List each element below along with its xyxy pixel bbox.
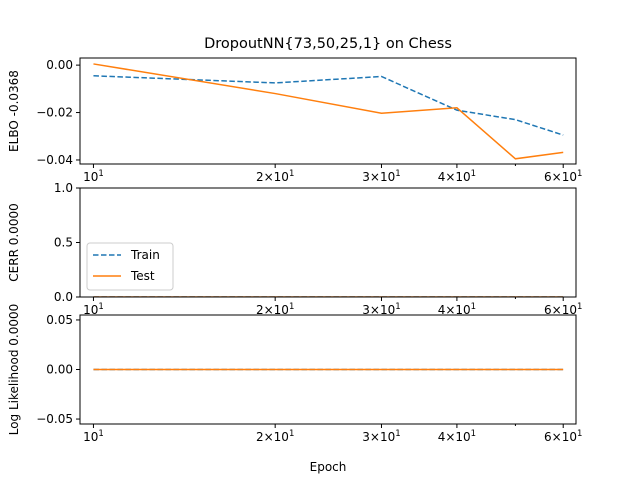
legend-label-test: Test: [130, 269, 155, 283]
legend-label-train: Train: [130, 248, 160, 262]
x-tick-label: 6×101: [544, 169, 582, 184]
panels: 0.00 −0.02 −0.04 101 2×101 3×101 4×101 6×101 ELB…: [7, 57, 582, 444]
legend: Train Test: [86, 242, 174, 291]
y-tick-label: 0.00: [46, 58, 73, 72]
x-tick-label: 6×101: [544, 429, 582, 444]
y-tick-label: −0.02: [36, 106, 73, 120]
y-tick-label: 0.0: [54, 290, 73, 304]
x-tick-label: 3×101: [362, 302, 400, 317]
axes-frame: [79, 57, 577, 165]
x-tick-label: 3×101: [362, 169, 400, 184]
x-tick-label: 3×101: [362, 429, 400, 444]
series-line-train: [93, 75, 564, 136]
x-tick-label: 101: [83, 302, 104, 317]
x-tick-label: 6×101: [544, 302, 582, 317]
y-tick-label: 0.05: [46, 313, 73, 327]
series-line-test: [93, 63, 564, 160]
axes-frame: [79, 314, 577, 425]
y-axis-label: CERR 0.0000: [7, 203, 21, 281]
x-tick-label: 4×101: [438, 169, 476, 184]
legend-box: [86, 242, 174, 291]
y-tick-label: 1.0: [54, 181, 73, 195]
panel-2: 0.0 0.5 1.0 101 2×101 3×101 4×101 6×101 CERR 0.0…: [7, 181, 582, 317]
panel-1: 0.00 −0.02 −0.04 101 2×101 3×101 4×101 6×101 ELB…: [7, 57, 582, 291]
y-tick-label: −0.04: [36, 153, 73, 167]
x-tick-label: 2×101: [256, 302, 294, 317]
axes-frame: [79, 187, 577, 298]
y-tick-label: −0.05: [36, 412, 73, 426]
chart-title: DropoutNN{73,50,25,1} on Chess: [204, 36, 452, 52]
y-axis-label: Log Likelihood 0.0000: [7, 304, 21, 436]
x-tick-label: 101: [83, 169, 104, 184]
y-axis-label: ELBO -0.0368: [7, 70, 21, 152]
y-tick-label: 0.00: [46, 363, 73, 377]
x-tick-label: 4×101: [438, 429, 476, 444]
x-tick-label: 2×101: [256, 429, 294, 444]
x-axis-label: Epoch: [310, 460, 347, 474]
x-tick-label: 2×101: [256, 169, 294, 184]
y-tick-label: 0.5: [54, 236, 73, 250]
x-tick-label: 4×101: [438, 302, 476, 317]
x-tick-label: 101: [83, 429, 104, 444]
panel-3: 0.05 0.00 −0.05 101 2×101 3×101 4×101 6×101 Log …: [7, 304, 582, 444]
